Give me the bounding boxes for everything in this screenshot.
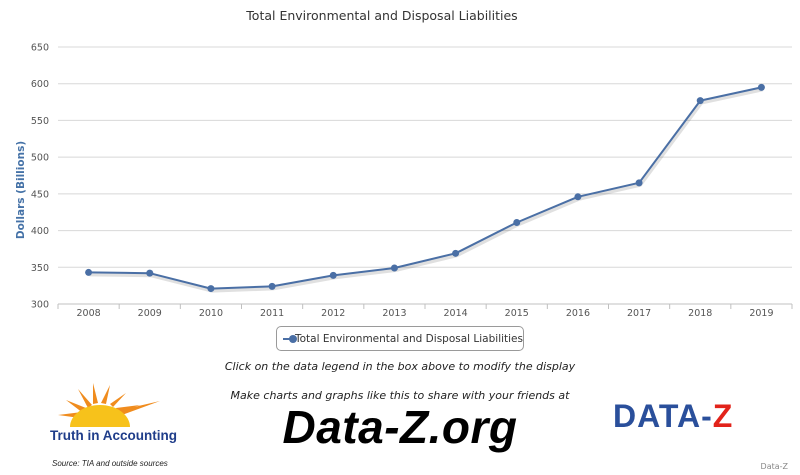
x-tick-label: 2011: [260, 308, 284, 319]
legend-label: Total Environmental and Disposal Liabili…: [295, 332, 523, 345]
x-axis: [57, 303, 793, 309]
data-point[interactable]: [390, 264, 398, 272]
tia-logo-text: Truth in Accounting: [50, 428, 177, 443]
data-point[interactable]: [513, 218, 521, 226]
line-chart: 300 350 400 450 500 550 600 650 2008 2009 2010 201…: [31, 43, 793, 319]
y-tick-label: 350: [31, 263, 49, 274]
x-tick-label: 2018: [688, 308, 712, 319]
legend-instruction: Click on the data legend in the box abov…: [224, 360, 576, 373]
x-tick-label: 2010: [199, 308, 223, 319]
y-tick-label: 650: [31, 43, 49, 54]
data-point[interactable]: [757, 83, 765, 91]
series-line-shadow: [89, 87, 763, 293]
data-point[interactable]: [268, 282, 276, 290]
legend-item[interactable]: Total Environmental and Disposal Liabili…: [276, 326, 524, 351]
data-point[interactable]: [85, 268, 93, 276]
data-point[interactable]: [635, 179, 643, 187]
sun-logo-icon: [58, 383, 160, 427]
promo-text: Make charts and graphs like this to shar…: [230, 389, 570, 402]
dataz-logo-left: DATA-: [613, 398, 713, 434]
x-tick-label: 2019: [749, 308, 773, 319]
x-tick-label: 2014: [443, 308, 467, 319]
data-point[interactable]: [329, 271, 337, 279]
legend-marker-icon: [283, 334, 297, 344]
x-tick-labels: 2008 2009 2010 2011 2012 2013 2014 2015 2016 2017…: [76, 308, 773, 319]
site-name[interactable]: Data-Z.org: [282, 401, 518, 453]
y-tick-label: 300: [31, 300, 49, 311]
y-tick-label: 600: [31, 79, 49, 90]
dataz-logo: DATA-Z: [613, 398, 733, 435]
y-tick-label: 450: [31, 189, 49, 200]
x-tick-label: 2009: [138, 308, 162, 319]
source-note: Source: TIA and outside sources: [52, 459, 168, 468]
x-tick-label: 2017: [627, 308, 651, 319]
y-tick-label: 400: [31, 226, 49, 237]
chart-credit: Data-Z: [760, 462, 788, 471]
grid-lines: [58, 46, 792, 305]
x-tick-label: 2008: [76, 308, 100, 319]
chart-title: Total Environmental and Disposal Liabili…: [246, 8, 518, 23]
dataz-logo-right: Z: [712, 398, 734, 434]
data-point[interactable]: [696, 97, 704, 105]
y-tick-label: 500: [31, 153, 49, 164]
data-point[interactable]: [146, 269, 154, 277]
y-tick-labels: 300 350 400 450 500 550 600 650: [31, 43, 49, 311]
x-tick-label: 2012: [321, 308, 345, 319]
series: [85, 83, 765, 293]
x-tick-label: 2016: [566, 308, 590, 319]
x-tick-label: 2015: [505, 308, 529, 319]
data-point[interactable]: [574, 193, 582, 201]
y-tick-label: 550: [31, 116, 49, 127]
data-point[interactable]: [207, 285, 215, 293]
series-line: [88, 86, 762, 290]
data-point[interactable]: [452, 249, 460, 257]
x-tick-label: 2013: [382, 308, 406, 319]
